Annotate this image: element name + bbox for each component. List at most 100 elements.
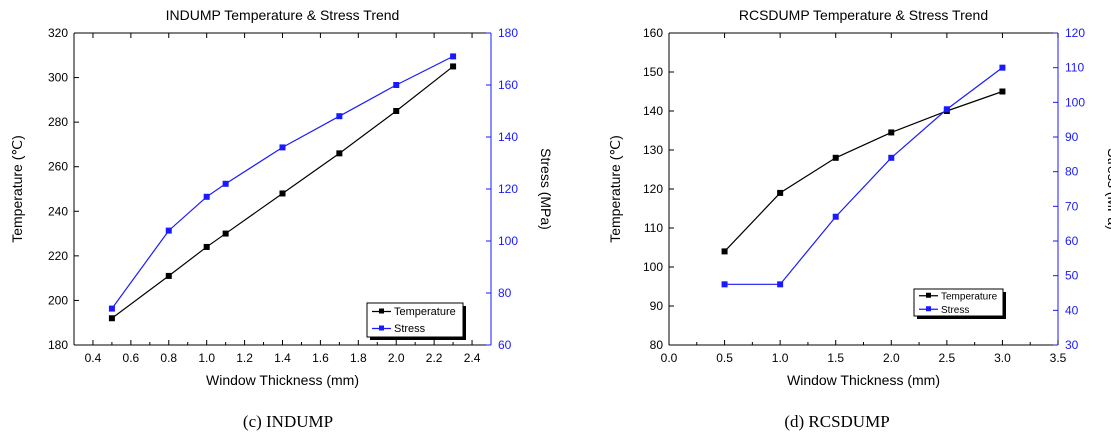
x-tick-label: 0.8 bbox=[160, 351, 177, 365]
data-point-stress bbox=[832, 213, 839, 220]
data-point-stress bbox=[108, 305, 115, 312]
y-tick-label: 140 bbox=[643, 104, 663, 118]
series-line-temperature bbox=[724, 90, 1003, 252]
data-point-stress bbox=[721, 281, 728, 288]
series-line-stress bbox=[724, 67, 1003, 285]
y-tick-label: 240 bbox=[48, 204, 68, 218]
x-tick-label: 1.0 bbox=[198, 351, 215, 365]
y2-tick-label: 90 bbox=[1065, 130, 1079, 144]
data-point-stress bbox=[999, 64, 1006, 71]
y-tick-label: 220 bbox=[48, 249, 68, 263]
data-point-stress bbox=[336, 113, 343, 120]
x-tick-label: 3.0 bbox=[994, 351, 1011, 365]
legend-label: Temperature bbox=[941, 291, 998, 302]
y2-tick-label: 100 bbox=[498, 234, 518, 248]
data-point-stress bbox=[450, 53, 457, 60]
x-tick-label: 1.2 bbox=[236, 351, 253, 365]
y2-axis-label: Stress (MPa) bbox=[1105, 148, 1111, 230]
y-axis-label: Temperature (℃) bbox=[9, 135, 25, 243]
x-tick-label: 3.5 bbox=[1050, 351, 1067, 365]
y-tick-label: 260 bbox=[48, 160, 68, 174]
y-tick-label: 320 bbox=[48, 26, 68, 40]
legend-label: Stress bbox=[394, 323, 426, 335]
x-tick-label: 2.2 bbox=[426, 351, 443, 365]
y2-axis-label: Stress (MPa) bbox=[538, 148, 554, 230]
data-point-stress bbox=[777, 281, 784, 288]
y-tick-label: 150 bbox=[643, 65, 663, 79]
y2-tick-label: 50 bbox=[1065, 269, 1079, 283]
y-tick-label: 100 bbox=[643, 260, 663, 274]
x-axis-label: Window Thickness (mm) bbox=[787, 372, 940, 388]
data-point-temperature bbox=[832, 154, 839, 161]
data-point-temperature bbox=[721, 248, 728, 255]
x-tick-label: 2.5 bbox=[939, 351, 956, 365]
y2-tick-label: 80 bbox=[1065, 165, 1079, 179]
legend-label: Stress bbox=[941, 305, 969, 316]
chart-rcsdump: RCSDUMP Temperature & Stress Trend 0.0 0.5… bbox=[607, 7, 1111, 388]
series-line-temperature bbox=[111, 65, 454, 319]
chart-panel-rcsdump: RCSDUMP Temperature & Stress Trend 0.0 0.5… bbox=[560, 0, 1111, 446]
x-tick-label: 1.4 bbox=[274, 351, 291, 365]
data-point-stress bbox=[222, 180, 229, 187]
data-point-temperature bbox=[393, 108, 400, 114]
y-tick-label: 90 bbox=[650, 299, 664, 313]
legend-swatch-marker bbox=[926, 292, 931, 298]
y-tick-label: 280 bbox=[48, 115, 68, 129]
data-point-temperature bbox=[108, 315, 115, 322]
y-tick-label: 80 bbox=[650, 338, 664, 352]
y2-tick-label: 60 bbox=[498, 338, 512, 352]
data-point-temperature bbox=[888, 129, 895, 136]
chart-title: INDUMP Temperature & Stress Trend bbox=[166, 7, 400, 23]
x-tick-label: 0.5 bbox=[716, 351, 733, 365]
y-tick-label: 200 bbox=[48, 293, 68, 307]
legend-swatch-marker bbox=[379, 325, 384, 331]
data-point-stress bbox=[943, 106, 950, 113]
x-tick-label: 2.4 bbox=[464, 351, 481, 365]
data-point-temperature bbox=[222, 230, 229, 237]
y-axis-label: Temperature (℃) bbox=[607, 135, 623, 243]
y2-tick-label: 100 bbox=[1065, 95, 1085, 109]
y-tick-label: 110 bbox=[644, 221, 663, 235]
y2-tick-label: 180 bbox=[498, 26, 518, 40]
x-axis-label: Window Thickness (mm) bbox=[206, 372, 359, 388]
data-point-temperature bbox=[165, 272, 172, 279]
y2-tick-label: 120 bbox=[498, 182, 518, 196]
legend-swatch-marker bbox=[379, 308, 384, 314]
chart-title: RCSDUMP Temperature & Stress Trend bbox=[739, 7, 988, 23]
x-tick-label: 1.5 bbox=[827, 351, 844, 365]
x-tick-label: 2.0 bbox=[883, 351, 900, 365]
data-point-stress bbox=[165, 227, 172, 234]
legend-box bbox=[366, 302, 464, 338]
caption-d: (d) RCSDUMP bbox=[784, 412, 890, 431]
data-point-stress bbox=[279, 144, 286, 151]
data-point-temperature bbox=[999, 88, 1006, 95]
chart-panel-indump: INDUMP Temperature & Stress Trend 0.4 0.6 0… bbox=[9, 7, 554, 388]
legend-swatch-marker bbox=[926, 306, 931, 312]
caption-c: (c) INDUMP bbox=[242, 412, 334, 431]
y2-tick-label: 140 bbox=[498, 130, 518, 144]
y-tick-label: 300 bbox=[48, 71, 68, 85]
y-tick-label: 130 bbox=[643, 143, 663, 157]
chart-indump: INDUMP Temperature & Stress Trend 0.4 0.6 0… bbox=[9, 7, 554, 388]
x-tick-label: 0.0 bbox=[661, 351, 678, 365]
data-point-temperature bbox=[203, 243, 210, 250]
y-tick-label: 180 bbox=[48, 338, 68, 352]
y2-tick-label: 80 bbox=[498, 286, 512, 300]
y2-tick-label: 70 bbox=[1065, 199, 1079, 213]
y2-tick-label: 110 bbox=[1065, 61, 1084, 75]
data-point-stress bbox=[888, 154, 895, 161]
y2-tick-label: 30 bbox=[1065, 338, 1079, 352]
y-tick-label: 160 bbox=[643, 26, 663, 40]
data-point-temperature bbox=[336, 150, 343, 157]
y-tick-label: 120 bbox=[643, 182, 663, 196]
data-point-stress bbox=[393, 82, 400, 88]
x-tick-label: 1.0 bbox=[772, 351, 789, 365]
data-point-stress bbox=[203, 193, 210, 200]
y2-tick-label: 120 bbox=[1065, 26, 1085, 40]
data-point-temperature bbox=[450, 63, 457, 70]
series-line-stress bbox=[111, 55, 454, 309]
x-tick-label: 0.4 bbox=[85, 351, 102, 365]
data-point-temperature bbox=[279, 190, 286, 197]
x-tick-label: 2.0 bbox=[388, 351, 405, 365]
